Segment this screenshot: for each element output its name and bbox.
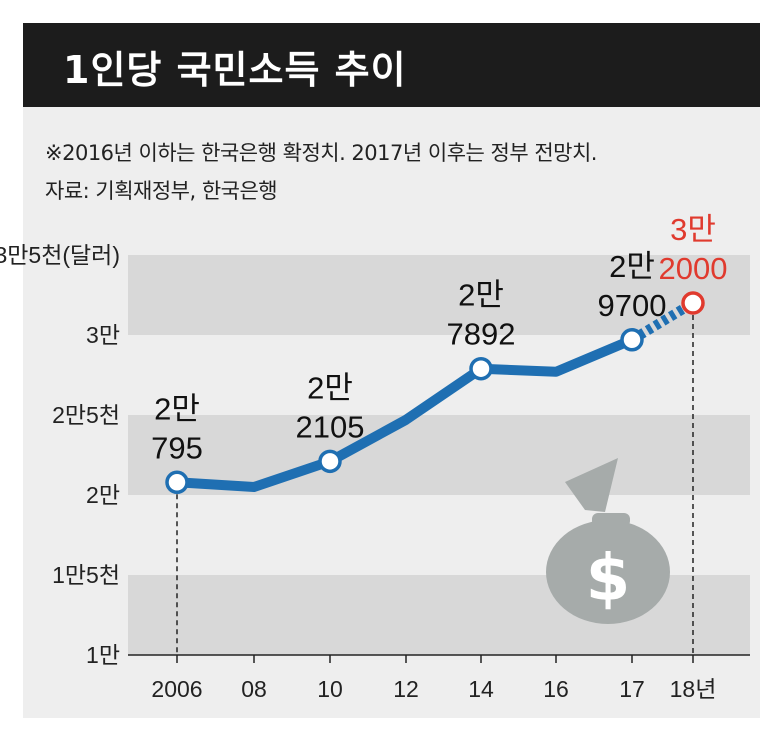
data-label-value: 9700 [598, 288, 667, 323]
x-tick-label: 16 [543, 676, 569, 702]
page-title: 1인당 국민소득 추이 [63, 48, 407, 92]
data-point [318, 449, 342, 474]
data-point [165, 470, 189, 495]
x-tick-label: 14 [468, 676, 494, 702]
data-label-value: 7892 [447, 317, 516, 352]
data-label-man: 2만 [458, 278, 504, 313]
x-tick-label: 2006 [151, 676, 202, 702]
data-label-man: 2만 [307, 370, 353, 405]
y-tick-label: 1만 [86, 642, 120, 668]
data-point [681, 291, 705, 315]
x-tick-label: 17 [619, 676, 645, 702]
series-line-actual [176, 335, 634, 492]
y-tick-label: 3만 [86, 322, 120, 348]
x-tick-label: 10 [317, 676, 343, 702]
note-text: ※2016년 이하는 한국은행 확정치. 2017년 이후는 정부 전망치. [45, 141, 597, 165]
data-label-value: 795 [151, 430, 203, 465]
data-point [469, 356, 493, 381]
data-label-value: 2000 [659, 251, 728, 286]
dollar-sign: $ [586, 542, 631, 616]
source-text: 자료: 기획재정부, 한국은행 [45, 179, 278, 203]
money-bag-tie [565, 458, 618, 512]
x-tick-label: 12 [393, 676, 419, 702]
data-label-man: 2만 [154, 391, 200, 426]
data-label-man: 3만 [670, 212, 716, 247]
money-bag-icon: $ [546, 458, 670, 624]
x-tick-label: 08 [241, 676, 267, 702]
y-tick-label: 3만5천(달러) [0, 242, 120, 268]
x-tick-label: 18년 [670, 676, 717, 702]
y-tick-label: 2만5천 [52, 402, 120, 428]
title-bar: 1인당 국민소득 추이 [23, 23, 760, 107]
data-point [620, 328, 644, 352]
y-tick-label: 2만 [86, 482, 120, 508]
data-label-man: 2만 [609, 249, 655, 284]
grid-band [128, 255, 750, 335]
y-tick-label: 1만5천 [52, 562, 120, 588]
money-bag-body [546, 520, 670, 624]
data-label-value: 2105 [296, 409, 365, 444]
series-line-forecast [629, 298, 696, 345]
